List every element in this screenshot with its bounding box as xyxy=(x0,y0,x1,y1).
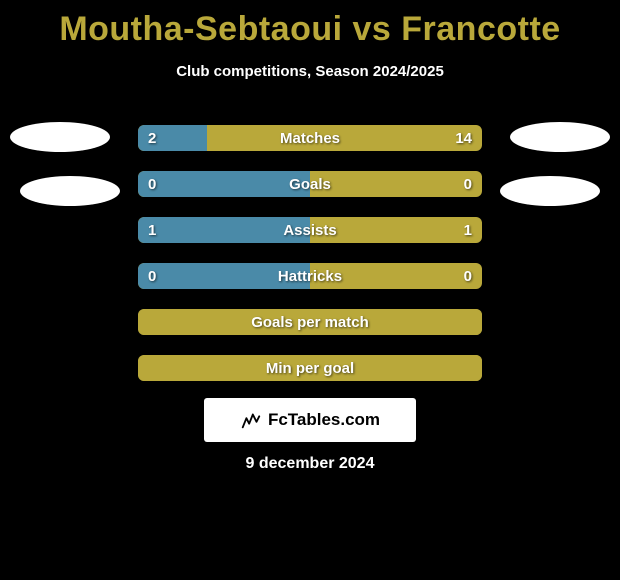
stat-bar-goals: 0 Goals 0 xyxy=(138,171,482,197)
page-title: Moutha-Sebtaoui vs Francotte xyxy=(0,0,620,49)
stat-label: Goals per match xyxy=(251,314,369,331)
stat-value-right: 0 xyxy=(464,176,472,193)
stat-value-right: 14 xyxy=(455,130,472,147)
stat-value-left: 1 xyxy=(148,222,156,239)
stat-value-left: 0 xyxy=(148,268,156,285)
player-left-avatar-2 xyxy=(20,176,120,206)
date-label: 9 december 2024 xyxy=(0,455,620,473)
fctables-logo-icon xyxy=(240,409,262,431)
source-badge[interactable]: FcTables.com xyxy=(204,398,416,442)
stat-label: Matches xyxy=(280,130,340,147)
source-badge-text: FcTables.com xyxy=(268,410,380,430)
player-right-avatar-1 xyxy=(510,122,610,152)
stat-label: Assists xyxy=(283,222,336,239)
stat-label: Hattricks xyxy=(278,268,342,285)
stat-bar-assists: 1 Assists 1 xyxy=(138,217,482,243)
page-subtitle: Club competitions, Season 2024/2025 xyxy=(0,63,620,80)
stat-value-right: 1 xyxy=(464,222,472,239)
stat-bar-matches: 2 Matches 14 xyxy=(138,125,482,151)
player-left-avatar-1 xyxy=(10,122,110,152)
stat-value-left: 0 xyxy=(148,176,156,193)
stat-bar-min-per-goal: Min per goal xyxy=(138,355,482,381)
stat-label: Goals xyxy=(289,176,331,193)
stat-label: Min per goal xyxy=(266,360,354,377)
stat-bar-hattricks: 0 Hattricks 0 xyxy=(138,263,482,289)
stat-bar-goals-per-match: Goals per match xyxy=(138,309,482,335)
stat-value-left: 2 xyxy=(148,130,156,147)
stats-container: 2 Matches 14 0 Goals 0 1 Assists 1 0 Hat… xyxy=(138,125,482,401)
stat-value-right: 0 xyxy=(464,268,472,285)
player-right-avatar-2 xyxy=(500,176,600,206)
stat-fill xyxy=(138,171,310,197)
